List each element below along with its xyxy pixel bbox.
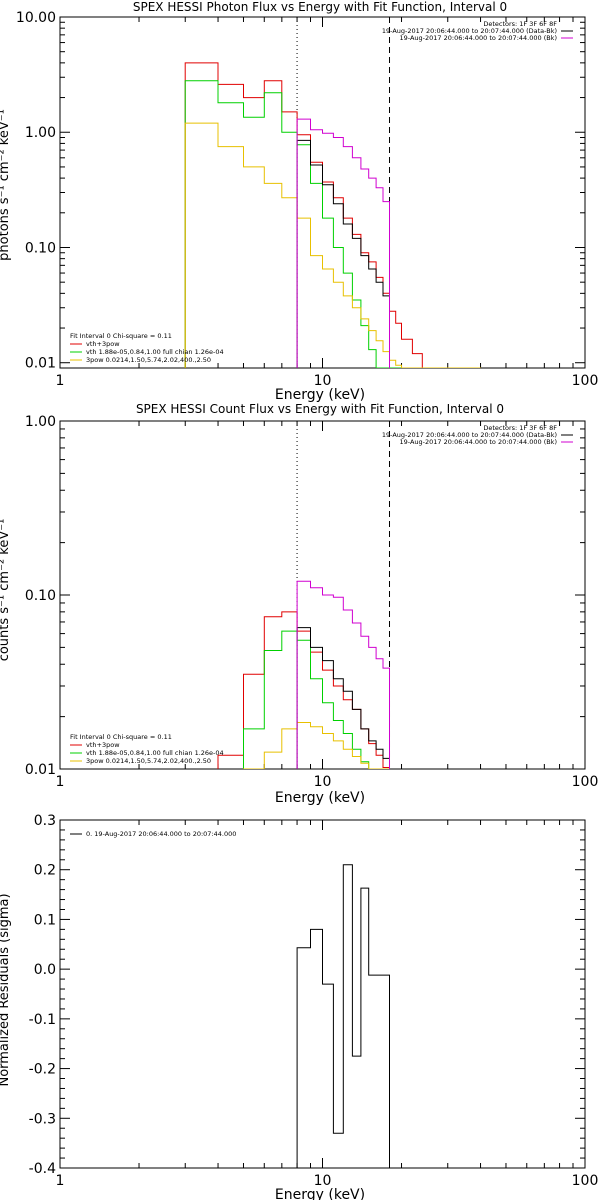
count-flux-panel: SPEX HESSI Count Flux vs Energy with Fit… [0,402,598,806]
photon-series-data-bk [296,139,390,368]
count-legend-bl-text: Fit Interval 0 Chi-square = 0.11 [70,733,172,741]
photon-series-3pow [184,122,481,368]
count-x-axis-label: Energy (keV) [275,790,365,806]
count-chart-title: SPEX HESSI Count Flux vs Energy with Fit… [136,402,504,416]
resid-y-tick-label: 0.2 [34,863,56,879]
photon-y-tick-label: 0.10 [25,240,56,256]
photon-x-axis-label: Energy (keV) [275,387,365,403]
resid-plot-frame [59,819,586,1169]
resid-legend-tl-text: 0. 19-Aug-2017 20:06:44.000 to 20:07:44.… [86,830,236,838]
count-x-tick-label: 1 [56,774,65,790]
count-y-axis-label: counts s⁻¹ cm⁻² keV⁻¹ [0,519,12,662]
photon-legend-bl-text: Fit Interval 0 Chi-square = 0.11 [70,332,172,340]
photon-y-axis-label: photons s⁻¹ cm⁻² keV⁻¹ [0,109,12,261]
photon-series-group [184,62,481,368]
resid-y-tick-label: 0.1 [34,912,56,928]
count-y-tick-label: 1.00 [25,414,56,430]
count-legend-bl-text: vth 1.88e-05,0.84,1.00 full chian 1.26e-… [86,749,224,757]
count-legend-tr-text: 19-Aug-2017 20:06:44.000 to 20:07:44.000… [400,438,557,446]
photon-legend-tr-text: 19-Aug-2017 20:06:44.000 to 20:07:44.000… [400,34,557,42]
count-y-tick-label: 0.01 [25,762,56,778]
resid-x-axis-label: Energy (keV) [275,1187,365,1200]
photon-chart-title: SPEX HESSI Photon Flux vs Energy with Fi… [133,0,507,14]
photon-x-tick-label: 1 [56,373,65,389]
photon-y-tick-label: 10.00 [16,10,56,26]
photon-x-tick-label: 10 [314,373,332,389]
resid-y-tick-label: 0.0 [34,962,56,978]
count-legend-tr-text: 19-Aug-2017 20:06:44.000 to 20:07:44.000… [382,431,557,439]
count-y-tick-label: 0.10 [25,588,56,604]
resid-series-group [296,864,390,1168]
photon-series-bk [296,118,390,368]
photon-y-tick-label: 1.00 [25,125,56,141]
resid-y-tick-label: -0.2 [29,1062,56,1078]
count-series-group [217,580,390,769]
resid-x-tick-label: 10 [314,1173,332,1189]
resid-x-tick-label: 100 [572,1173,599,1189]
photon-legend-bl-text: 3pow 0.0214,1.50,5.74,2.02,400.,2.50 [86,356,211,364]
photon-legend-tr-text: Detectors: 1F 3F 6F 8F [483,20,557,28]
resid-y-tick-label: -0.3 [29,1111,56,1127]
count-legend-bl-text: 3pow 0.0214,1.50,5.74,2.02,400.,2.50 [86,757,211,765]
residuals-panel: Energy (keV) Normalized Residuals (sigma… [0,813,598,1200]
photon-x-tick-label: 100 [572,373,599,389]
count-series-data-bk [296,627,390,769]
photon-series-vth [184,80,481,368]
count-x-tick-label: 10 [314,774,332,790]
photon-legend-bl-text: vth+3pow [86,340,120,348]
count-legend-tr-text: Detectors: 1F 3F 6F 8F [483,424,557,432]
count-x-tick-label: 100 [572,774,599,790]
resid-y-tick-label: -0.4 [29,1161,56,1177]
resid-y-tick-label: 0.3 [34,813,56,829]
photon-y-tick-label: 0.01 [25,356,56,372]
resid-y-tick-label: -0.1 [29,1012,56,1028]
resid-x-tick-label: 1 [56,1173,65,1189]
count-series-bk [296,580,390,769]
count-legend-bl-text: vth+3pow [86,741,120,749]
photon-legend-tr-text: 19-Aug-2017 20:06:44.000 to 20:07:44.000… [382,27,557,35]
photon-legend-bl-text: vth 1.88e-05,0.84,1.00 full chian 1.26e-… [86,348,224,356]
count-series-3pow [243,722,390,769]
resid-y-axis-label: Normalized Residuals (sigma) [0,893,12,1086]
resid-series-0-19-aug-2017-20-06-44-000-to-20-07-44-000 [296,864,390,1168]
photon-flux-panel: SPEX HESSI Photon Flux vs Energy with Fi… [0,0,598,403]
